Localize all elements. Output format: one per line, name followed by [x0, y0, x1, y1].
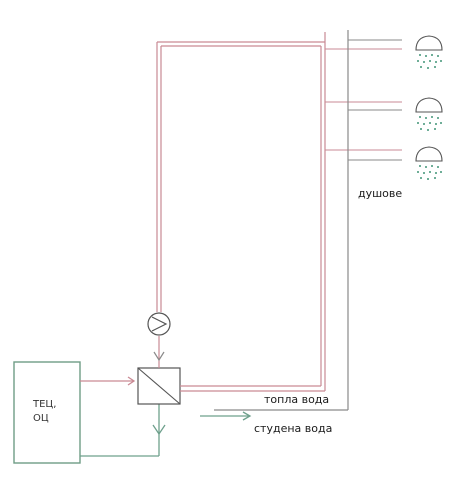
shower-head-icon — [415, 146, 443, 180]
heating-plant-label-line1: ТЕЦ, — [32, 399, 56, 410]
cold-water-pipe — [214, 30, 402, 411]
showers-label: душове — [358, 187, 402, 200]
pump-icon — [147, 312, 171, 336]
primary-return-pipe — [80, 404, 166, 457]
primary-supply-pipe — [80, 376, 136, 386]
shower-head-icon — [415, 97, 443, 131]
heating-plant-label-line2: ОЦ — [33, 413, 49, 424]
heating-plant: ТЕЦ, ОЦ — [13, 361, 81, 464]
hot-water-label: топла вода — [264, 393, 329, 406]
circulation-pipe — [153, 41, 325, 368]
shower-head-icon — [415, 35, 443, 69]
hot-water-pipe — [180, 32, 402, 392]
heat-exchanger-icon — [137, 367, 181, 405]
heating-plant-box — [13, 361, 81, 464]
cold-water-inlet-arrow — [200, 411, 252, 421]
cold-water-label: студена вода — [254, 422, 332, 435]
